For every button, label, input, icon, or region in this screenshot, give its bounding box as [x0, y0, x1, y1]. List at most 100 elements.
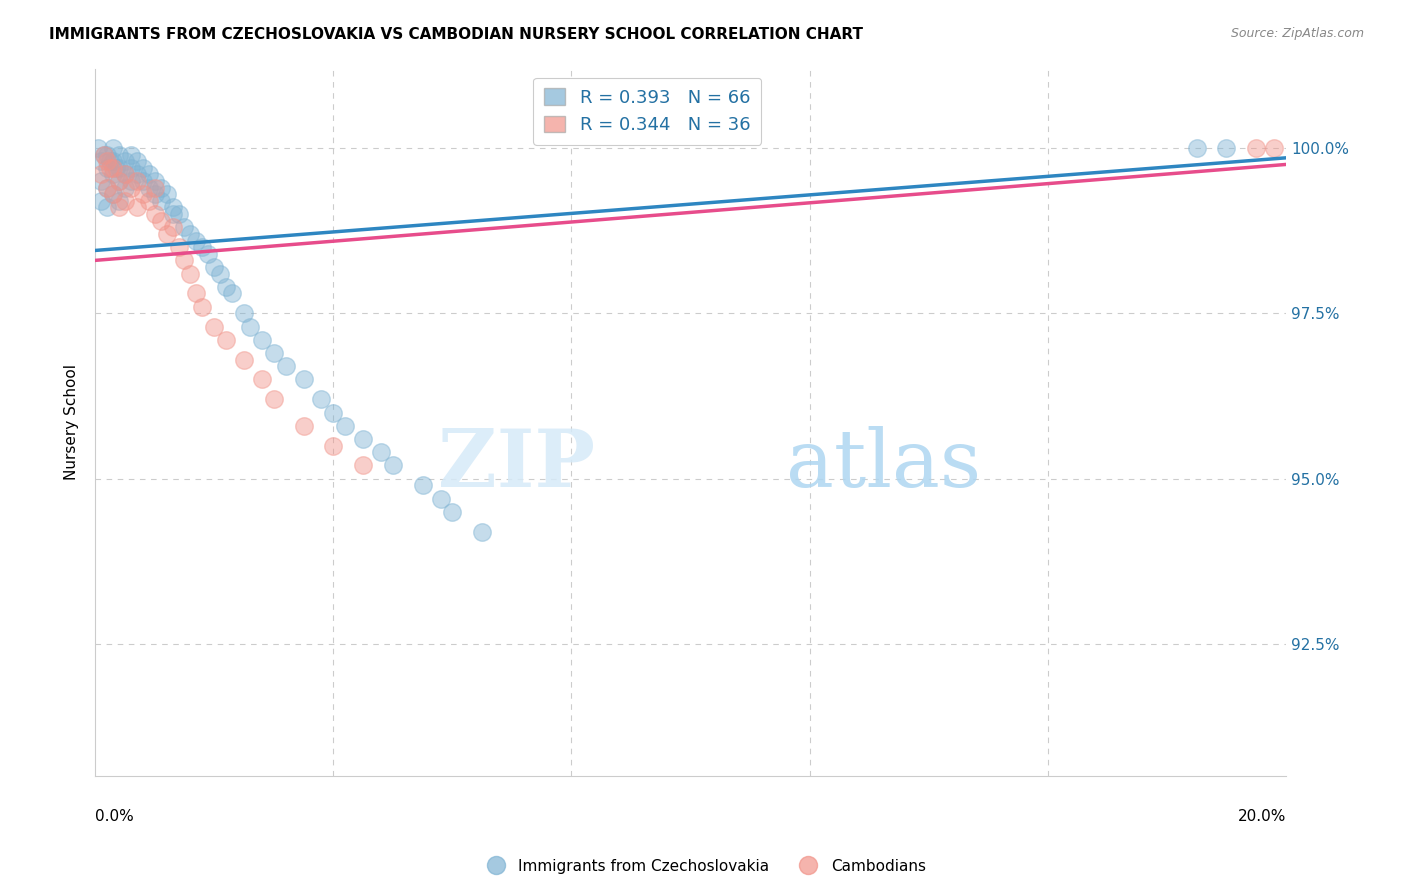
Point	[292, 418, 315, 433]
Point	[173, 253, 195, 268]
Point	[191, 300, 214, 314]
Text: atlas: atlas	[786, 425, 981, 504]
Point	[191, 240, 214, 254]
Point	[132, 187, 155, 202]
Point	[156, 227, 179, 241]
Point	[90, 194, 112, 208]
Point	[352, 458, 374, 473]
Point	[162, 201, 184, 215]
Point	[1185, 141, 1208, 155]
Point	[250, 372, 273, 386]
Point	[125, 174, 148, 188]
Point	[125, 167, 148, 181]
Point	[108, 201, 131, 215]
Point	[120, 180, 142, 194]
Point	[429, 491, 451, 506]
Point	[221, 286, 243, 301]
Point	[114, 167, 136, 181]
Point	[370, 445, 392, 459]
Point	[108, 174, 131, 188]
Point	[202, 319, 225, 334]
Point	[96, 180, 118, 194]
Point	[156, 187, 179, 202]
Y-axis label: Nursery School: Nursery School	[65, 365, 79, 481]
Point	[138, 167, 160, 181]
Point	[335, 418, 357, 433]
Point	[471, 524, 494, 539]
Point	[90, 167, 112, 181]
Point	[114, 167, 136, 181]
Point	[322, 405, 344, 419]
Point	[167, 207, 190, 221]
Point	[1263, 141, 1285, 155]
Point	[93, 147, 115, 161]
Point	[101, 187, 124, 202]
Point	[322, 439, 344, 453]
Point	[311, 392, 333, 407]
Point	[352, 432, 374, 446]
Point	[263, 392, 285, 407]
Point	[101, 154, 124, 169]
Point	[441, 505, 464, 519]
Point	[1215, 141, 1237, 155]
Point	[125, 201, 148, 215]
Point	[179, 267, 201, 281]
Point	[197, 246, 219, 260]
Point	[120, 174, 142, 188]
Point	[138, 180, 160, 194]
Point	[114, 154, 136, 169]
Point	[120, 161, 142, 175]
Point	[381, 458, 404, 473]
Point	[149, 194, 172, 208]
Point	[209, 267, 232, 281]
Point	[143, 207, 166, 221]
Text: IMMIGRANTS FROM CZECHOSLOVAKIA VS CAMBODIAN NURSERY SCHOOL CORRELATION CHART: IMMIGRANTS FROM CZECHOSLOVAKIA VS CAMBOD…	[49, 27, 863, 42]
Text: Source: ZipAtlas.com: Source: ZipAtlas.com	[1230, 27, 1364, 40]
Point	[215, 333, 238, 347]
Point	[120, 147, 142, 161]
Legend: R = 0.393   N = 66, R = 0.344   N = 36: R = 0.393 N = 66, R = 0.344 N = 36	[533, 78, 761, 145]
Point	[186, 234, 208, 248]
Point	[412, 478, 434, 492]
Point	[162, 207, 184, 221]
Point	[105, 161, 128, 175]
Point	[108, 174, 131, 188]
Point	[233, 306, 256, 320]
Point	[101, 161, 124, 175]
Point	[125, 154, 148, 169]
Point	[239, 319, 262, 334]
Point	[96, 147, 118, 161]
Point	[292, 372, 315, 386]
Point	[108, 147, 131, 161]
Point	[233, 352, 256, 367]
Point	[132, 161, 155, 175]
Point	[101, 187, 124, 202]
Point	[101, 167, 124, 181]
Point	[90, 174, 112, 188]
Point	[1244, 141, 1267, 155]
Point	[90, 154, 112, 169]
Text: 0.0%: 0.0%	[96, 809, 134, 824]
Point	[96, 161, 118, 175]
Point	[101, 141, 124, 155]
Point	[114, 180, 136, 194]
Point	[138, 194, 160, 208]
Point	[149, 180, 172, 194]
Point	[98, 154, 121, 169]
Point	[114, 194, 136, 208]
Point	[167, 240, 190, 254]
Point	[96, 180, 118, 194]
Text: ZIP: ZIP	[439, 425, 595, 504]
Point	[87, 141, 110, 155]
Point	[274, 359, 297, 374]
Point	[173, 220, 195, 235]
Point	[179, 227, 201, 241]
Point	[96, 201, 118, 215]
Legend: Immigrants from Czechoslovakia, Cambodians: Immigrants from Czechoslovakia, Cambodia…	[474, 853, 932, 880]
Point	[143, 187, 166, 202]
Point	[263, 346, 285, 360]
Point	[132, 174, 155, 188]
Point	[108, 194, 131, 208]
Point	[202, 260, 225, 274]
Point	[93, 147, 115, 161]
